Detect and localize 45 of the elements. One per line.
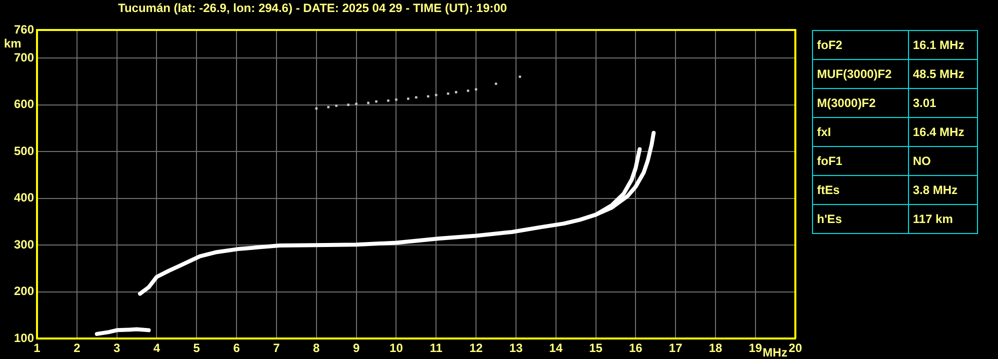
x-tick-label: 18 [708, 341, 722, 356]
y-tick-label: 100 [14, 330, 34, 345]
x-axis-title: MHz [762, 345, 788, 359]
x-tick-label: 14 [549, 341, 563, 356]
y-tick-label: 760 [14, 22, 34, 36]
text: M(3000)F2 [812, 88, 908, 118]
x-tick-label: 2 [74, 341, 81, 356]
y-axis-title: km [4, 36, 22, 50]
text: MUF(3000)F2 [812, 60, 908, 88]
x-tick-label: 17 [668, 341, 683, 356]
text: 16.4 MHz [908, 118, 978, 146]
text: 16.1 MHz [908, 30, 978, 60]
y-tick-label: 300 [14, 237, 34, 252]
x-tick-label: 19 [748, 341, 762, 356]
text: 3.8 MHz [908, 176, 978, 204]
chart-title: Tucumán (lat: -26.9, lon: 294.6) - DATE: 2025 04 29 - TIME (UT): 19:00 [118, 1, 507, 15]
text: ftEs [812, 176, 908, 204]
y-tick-label: 200 [14, 284, 34, 298]
y-tick-label: 500 [14, 144, 34, 158]
x-tick-label: 9 [352, 341, 360, 356]
x-tick-label: 16 [629, 341, 643, 356]
x-tick-label: 1 [34, 341, 41, 356]
x-tick-label: 8 [313, 341, 320, 356]
text: h'Es [812, 204, 908, 234]
x-tick-label: 5 [193, 341, 200, 356]
text: foF1 [812, 146, 908, 176]
x-tick-label: 13 [509, 341, 523, 356]
x-tick-label: 11 [430, 341, 443, 356]
x-tick-label: 10 [390, 341, 404, 356]
x-tick-label: 6 [233, 341, 240, 356]
y-tick-label: 700 [14, 50, 34, 64]
x-tick-label: 4 [153, 341, 160, 356]
text: 117 km [908, 204, 978, 234]
x-tick-label: 12 [469, 341, 484, 356]
y-tick-label: 400 [14, 190, 34, 205]
text: fxI [812, 118, 908, 146]
x-tick-label: 20 [788, 341, 802, 356]
text: NO [908, 146, 978, 176]
y-tick-label: 600 [14, 97, 34, 112]
text: 3.01 [908, 88, 978, 118]
text: foF2 [812, 30, 908, 60]
x-tick-label: 15 [589, 341, 603, 356]
x-tick-label: 7 [273, 341, 280, 356]
text: 48.5 MHz [908, 60, 978, 88]
x-tick-label: 3 [113, 341, 120, 356]
